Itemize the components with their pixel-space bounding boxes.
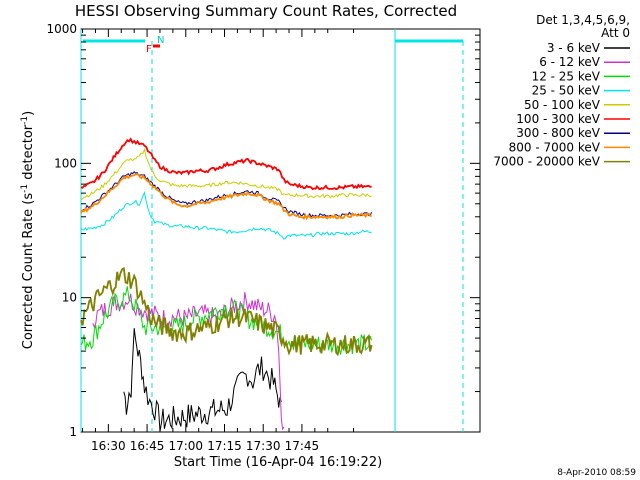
x-tick-label-1: 16:45 [130, 439, 165, 453]
legend-label-8: 7000 - 20000 keV [493, 155, 600, 169]
night-day-markers [80, 29, 464, 432]
series-line-8 [80, 266, 373, 357]
series-line-0 [123, 328, 282, 432]
series-line-2 [80, 286, 373, 355]
series-line-6 [80, 171, 373, 219]
x-axis-label: Start Time (16-Apr-04 16:19:22) [174, 455, 382, 470]
x-tick-label-2: 17:00 [168, 439, 203, 453]
timestamp: 8-Apr-2010 08:59 [557, 468, 636, 478]
legend-label-1: 6 - 12 keV [539, 55, 601, 69]
legend-label-3: 25 - 50 keV [532, 84, 601, 98]
flag-n-label: N [157, 35, 164, 46]
y-axis: 1 10 100 1000 [46, 22, 480, 439]
legend-header-2: Att 0 [601, 26, 630, 40]
y-tick-label-3: 1000 [46, 22, 77, 36]
legend-label-6: 300 - 800 keV [516, 126, 600, 140]
series-line-5 [80, 137, 372, 191]
y-tick-label-1: 10 [62, 291, 77, 305]
legend-header-1: Det 1,3,4,5,6,9, [536, 13, 630, 27]
legend-label-2: 12 - 25 keV [532, 69, 601, 83]
series-group [80, 137, 373, 432]
plot-frame [80, 28, 481, 433]
flag-f-label: F [146, 44, 152, 55]
y-axis-label: Corrected Count Rate (s-1 detector-1) [20, 111, 36, 349]
series-line-1 [92, 292, 285, 431]
x-tick-label-4: 17:30 [246, 439, 281, 453]
legend-label-5: 100 - 300 keV [516, 112, 600, 126]
series-line-7 [80, 173, 372, 221]
series-line-4 [80, 147, 372, 200]
series-line-3 [80, 191, 372, 240]
x-tick-label-0: 16:30 [91, 439, 126, 453]
chart-title: HESSI Observing Summary Count Rates, Cor… [75, 2, 457, 20]
x-axis: 16:30 16:45 17:00 17:15 17:30 17:45 [82, 29, 355, 453]
y-tick-label-0: 1 [69, 425, 77, 439]
legend-label-4: 50 - 100 keV [524, 98, 601, 112]
x-tick-label-5: 17:45 [285, 439, 320, 453]
legend-label-7: 800 - 7000 keV [509, 140, 601, 154]
x-tick-label-3: 17:15 [207, 439, 242, 453]
legend-label-0: 3 - 6 keV [547, 41, 601, 55]
y-tick-label-2: 100 [54, 156, 77, 170]
